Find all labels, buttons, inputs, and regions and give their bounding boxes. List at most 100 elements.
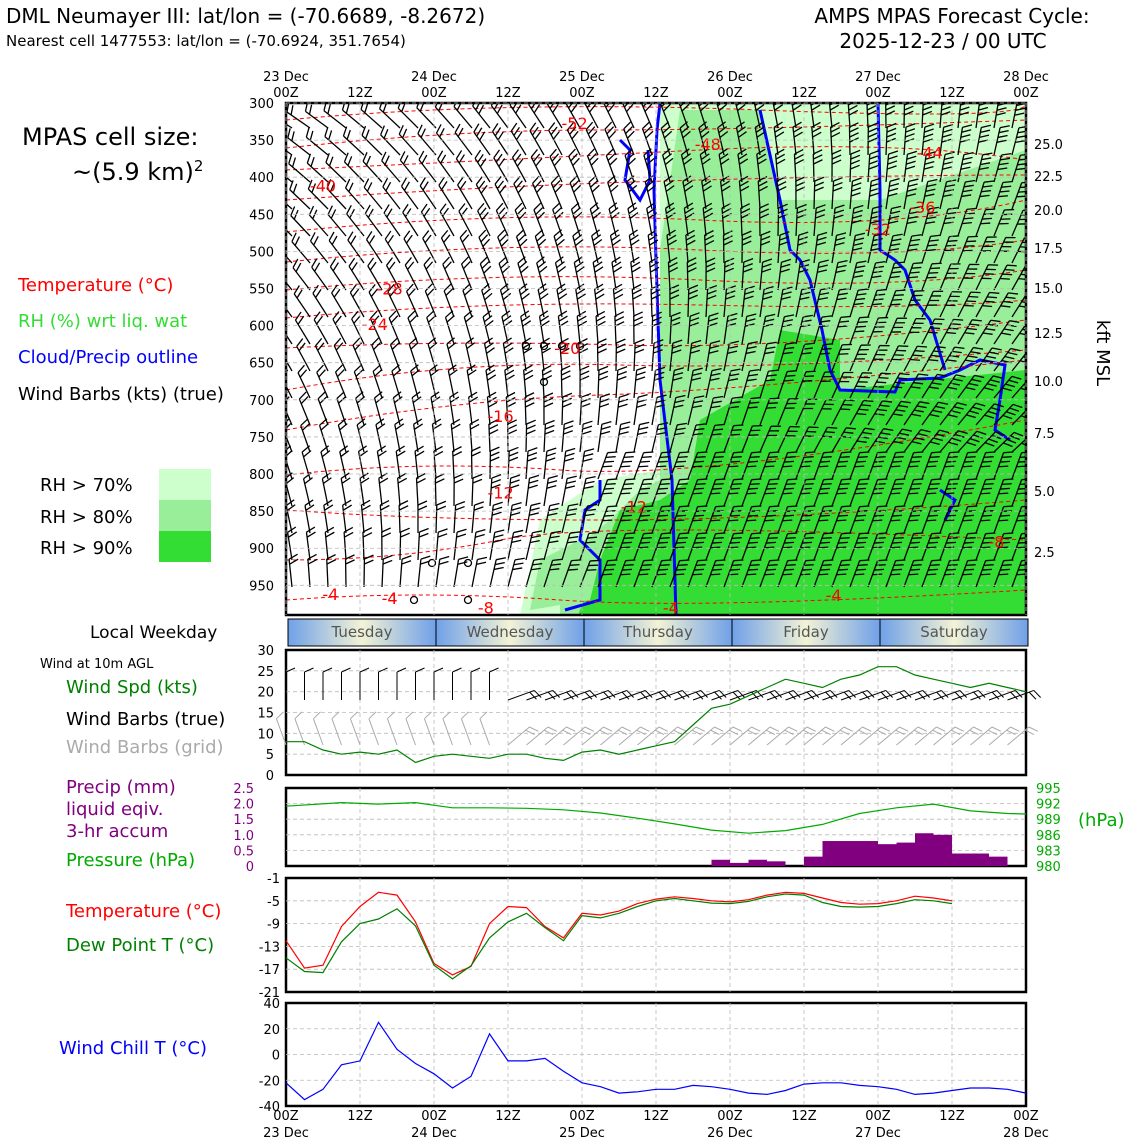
temperature-ytick-label: -5 [267,895,280,910]
wind-barb [529,122,545,156]
wind-barb [293,285,311,318]
wind-barb [1011,103,1026,129]
wind-barb [756,148,767,183]
wind-barb [597,559,618,588]
wind-barb [939,318,964,345]
bottom-hour-label: 00Z [717,1109,743,1124]
top-hour-label: 00Z [1013,86,1039,101]
wind-ytick-label: 10 [257,727,274,742]
wind-barb [903,345,928,372]
wind-barb [440,229,455,264]
wind-barb [903,178,919,210]
nearest-cell: Nearest cell 1477553: lat/lon = (-70.692… [6,32,406,50]
contour-label: -44 [917,144,943,163]
wind-barb [387,283,401,318]
wind-barb [533,202,545,237]
contour-label: -4 [826,586,842,605]
wind-barb [669,284,680,318]
wind-barb [326,554,337,588]
wind-barb [809,103,821,129]
wind-chill-ytick-label: 0 [272,1049,280,1064]
wind-barb [495,202,509,237]
wind-barb [921,123,935,156]
wind-barb [849,204,864,237]
wind-barb [921,559,942,588]
wind-barb [557,310,569,345]
wind-barb [803,689,838,701]
weekday-cell [879,618,1029,647]
calm-marker [539,341,549,351]
wind-barb [885,178,900,210]
wind-barb [831,232,847,264]
wind-barb [615,532,636,561]
cell-size-label: MPAS cell size: [22,123,198,151]
wind-barb [1011,432,1026,453]
wind-barb [471,501,485,534]
temperature-contour-labels: -52-48 -44-40-36-32-28-24-20-16-12-12-8-4… [310,114,1004,618]
wind-barb [312,711,324,746]
wind-barb [466,364,477,399]
wind-barb [561,420,574,453]
wind-barb [312,284,329,318]
wind-barb [813,371,835,399]
top-hour-label: 12Z [643,86,669,101]
wind-barb [975,478,996,507]
wind-barb [633,478,654,507]
wind-barb [741,424,763,453]
wind-barb [294,711,305,746]
wind-barb [435,528,448,561]
wind-barb [957,430,987,453]
wind-barb [403,230,419,264]
forecast-title: AMPS MPAS Forecast Cycle: [814,4,1089,28]
wind-barb [510,122,527,156]
pressure-tick-label: 550 [249,283,274,298]
precip-ytick-label: 2.0 [233,798,254,813]
pressure-ytick-label: 992 [1036,798,1061,813]
wind-barb [933,689,968,701]
wind-barb [655,726,687,746]
wind-barb [679,121,691,156]
wind-barb [525,474,540,507]
wind-barb [776,176,787,210]
wind-barb [360,103,383,129]
wind-barb [885,428,912,453]
wind-barb [705,478,726,507]
wind-barb [849,427,875,453]
wind-barb [543,502,560,534]
wind-barb [615,421,631,453]
temp-contour-20 [286,349,1026,391]
precip-bar [859,841,878,866]
height-axis-label: kft MSL [1092,320,1113,386]
wind-barb [525,419,536,453]
wind-barb [698,121,710,156]
wind-barb [297,364,311,399]
wind-barb [867,288,887,318]
wind-barb [849,344,871,372]
height-tick-label: 10.0 [1034,375,1063,390]
wind-barb [483,337,495,372]
wind-barb [543,530,562,561]
wind-barb [885,233,903,264]
wind-barb [666,229,677,264]
wind-barb [591,229,603,264]
wind-barb [586,148,599,183]
bottom-time-axis: 00Z 12Z 00Z 12Z 00Z 12Z 00Z 12Z 00Z 12Z 00Z 23 Dec 2… [263,1109,1049,1140]
wind-barb [723,505,744,534]
wind-barb [885,451,906,480]
wind-barb [646,202,658,237]
contour-label: -8 [478,599,494,618]
wind-barb [489,667,499,700]
wind-barb [975,559,996,588]
pressure-tick-label: 450 [249,208,274,223]
wind-barb [447,364,458,399]
contour-label: -28 [377,280,403,299]
wind-barb [362,527,373,561]
wind-barb [515,229,528,264]
wind-barb [741,559,762,588]
wind-barb [399,527,410,561]
wind-barb [903,290,925,318]
pressure-tick-label: 600 [249,320,274,335]
wind-barb [507,689,542,701]
wind-barb [885,400,911,426]
wind-barb [957,374,985,399]
